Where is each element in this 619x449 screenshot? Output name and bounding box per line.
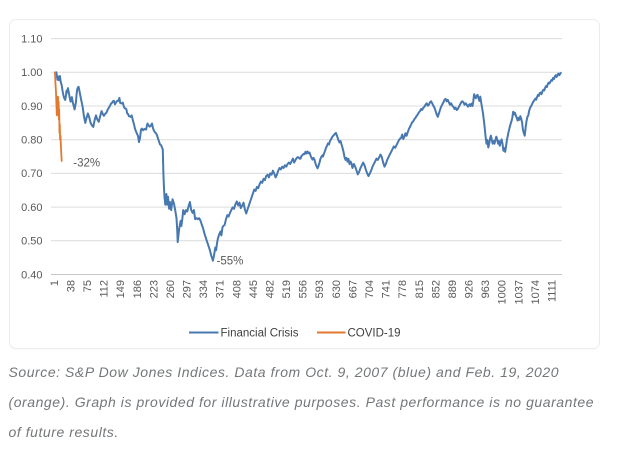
- svg-text:815: 815: [413, 280, 425, 298]
- svg-text:1074: 1074: [529, 280, 541, 304]
- svg-text:593: 593: [314, 280, 326, 298]
- svg-text:889: 889: [447, 280, 459, 298]
- svg-text:112: 112: [98, 280, 110, 298]
- svg-text:667: 667: [347, 280, 359, 298]
- svg-text:963: 963: [480, 280, 492, 298]
- svg-text:1.00: 1.00: [21, 67, 42, 79]
- svg-text:0.40: 0.40: [21, 269, 42, 281]
- svg-text:519: 519: [281, 280, 293, 298]
- svg-text:186: 186: [131, 280, 143, 298]
- svg-text:556: 556: [297, 280, 309, 298]
- svg-text:75: 75: [82, 280, 94, 292]
- svg-text:0.70: 0.70: [21, 168, 42, 180]
- svg-text:0.80: 0.80: [21, 135, 42, 147]
- svg-text:1037: 1037: [513, 280, 525, 304]
- svg-text:445: 445: [247, 280, 259, 298]
- svg-text:371: 371: [214, 280, 226, 298]
- svg-text:Financial Crisis: Financial Crisis: [220, 327, 298, 339]
- svg-text:0.60: 0.60: [21, 202, 42, 214]
- svg-text:223: 223: [148, 280, 160, 298]
- svg-text:-55%: -55%: [216, 255, 243, 267]
- svg-text:741: 741: [380, 280, 392, 298]
- svg-text:778: 778: [397, 280, 409, 298]
- svg-text:408: 408: [231, 280, 243, 298]
- svg-text:149: 149: [115, 280, 127, 298]
- svg-text:1000: 1000: [496, 280, 508, 304]
- svg-text:0.50: 0.50: [21, 236, 42, 248]
- svg-text:704: 704: [364, 280, 376, 298]
- svg-text:1111: 1111: [546, 280, 558, 302]
- svg-text:852: 852: [430, 280, 442, 298]
- svg-text:1: 1: [48, 280, 60, 286]
- svg-text:-32%: -32%: [73, 158, 100, 170]
- svg-text:297: 297: [181, 280, 193, 298]
- svg-text:630: 630: [330, 280, 342, 298]
- svg-text:260: 260: [164, 280, 176, 298]
- svg-text:COVID-19: COVID-19: [347, 327, 400, 339]
- svg-text:38: 38: [65, 280, 77, 292]
- svg-text:1.10: 1.10: [21, 33, 42, 45]
- svg-text:926: 926: [463, 280, 475, 298]
- svg-text:482: 482: [264, 280, 276, 298]
- svg-text:334: 334: [198, 280, 210, 298]
- svg-text:0.90: 0.90: [21, 101, 42, 113]
